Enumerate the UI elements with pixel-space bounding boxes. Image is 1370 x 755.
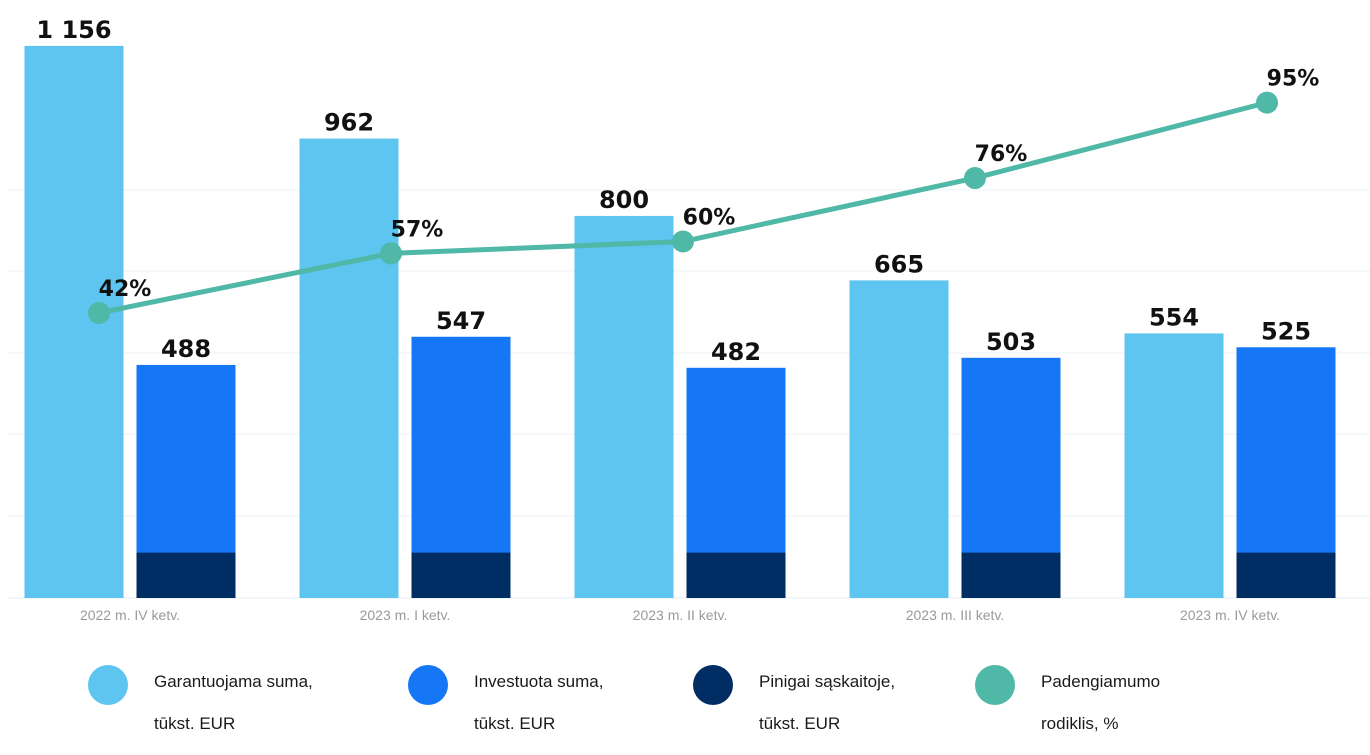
label-coverage-1: 57% <box>391 217 444 242</box>
coverage-point-3 <box>964 167 986 190</box>
legend-swatch-cash <box>693 665 733 705</box>
coverage-line <box>88 91 1278 324</box>
tick-label-4: 2023 m. IV ketv. <box>1180 607 1280 623</box>
data-labels: 1 156 488 962 547 800 482 665 503 554 525 42% 57% 60… <box>36 16 1319 366</box>
bar-guaranteed-1 <box>299 138 399 598</box>
label-guaranteed-3: 665 <box>874 250 924 278</box>
legend-item-invested: Investuota suma, tūkst. EUR <box>408 650 603 755</box>
bar-cash-4 <box>1236 552 1336 598</box>
legend-swatch-invested <box>408 665 448 705</box>
bar-cash-3 <box>961 552 1061 598</box>
tick-label-3: 2023 m. III ketv. <box>906 607 1005 623</box>
label-invested-0: 488 <box>161 335 211 363</box>
legend-item-guaranteed: Garantuojama suma, tūkst. EUR <box>88 650 313 755</box>
legend-swatch-coverage <box>975 665 1015 705</box>
legend: Garantuojama suma, tūkst. EUR Investuota… <box>0 650 1370 733</box>
label-invested-1: 547 <box>436 307 486 335</box>
legend-label-cash-1: Pinigai sąskaitoje, <box>759 672 896 691</box>
bar-cash-2 <box>686 552 786 598</box>
bar-cash-0 <box>136 552 236 598</box>
legend-label-invested-1: Investuota suma, <box>474 672 604 691</box>
coverage-point-4 <box>1256 91 1278 114</box>
coverage-point-0 <box>88 301 110 324</box>
bar-guaranteed-0 <box>24 45 124 599</box>
tick-label-1: 2023 m. I ketv. <box>360 607 451 623</box>
tick-label-0: 2022 m. IV ketv. <box>80 607 180 623</box>
legend-item-cash: Pinigai sąskaitoje, tūkst. EUR <box>693 650 895 755</box>
label-guaranteed-2: 800 <box>599 186 649 214</box>
bar-cash-1 <box>411 552 511 598</box>
legend-label-guaranteed-2: tūkst. EUR <box>154 714 236 733</box>
label-coverage-0: 42% <box>99 277 152 302</box>
legend-item-coverage: Padengiamumo rodiklis, % <box>975 650 1160 755</box>
label-guaranteed-1: 962 <box>324 109 374 137</box>
label-guaranteed-0: 1 156 <box>36 16 111 44</box>
combo-chart: 1 156 488 962 547 800 482 665 503 554 525 42% 57% 60… <box>8 16 1370 623</box>
label-guaranteed-4: 554 <box>1149 303 1199 331</box>
label-invested-2: 482 <box>711 338 761 366</box>
label-invested-3: 503 <box>986 328 1036 356</box>
coverage-point-1 <box>380 242 402 265</box>
legend-label-guaranteed-1: Garantuojama suma, <box>154 672 313 691</box>
label-invested-4: 525 <box>1261 317 1311 345</box>
bar-guaranteed-4 <box>1124 333 1224 598</box>
legend-label-invested-2: tūkst. EUR <box>474 714 556 733</box>
legend-swatch-guaranteed <box>88 665 128 705</box>
x-axis-ticks: 2022 m. IV ketv. 2023 m. I ketv. 2023 m. I… <box>80 607 1280 623</box>
label-coverage-4: 95% <box>1267 67 1320 92</box>
legend-label-cash-2: tūkst. EUR <box>759 714 841 733</box>
legend-label-coverage-1: Padengiamumo <box>1041 672 1161 691</box>
legend-label-coverage-2: rodiklis, % <box>1041 714 1119 733</box>
label-coverage-2: 60% <box>683 206 736 231</box>
tick-label-2: 2023 m. II ketv. <box>633 607 728 623</box>
bar-guaranteed-3 <box>849 280 949 598</box>
bars <box>24 45 1336 599</box>
bar-guaranteed-2 <box>574 215 674 598</box>
coverage-point-2 <box>672 230 694 253</box>
label-coverage-3: 76% <box>975 142 1028 167</box>
